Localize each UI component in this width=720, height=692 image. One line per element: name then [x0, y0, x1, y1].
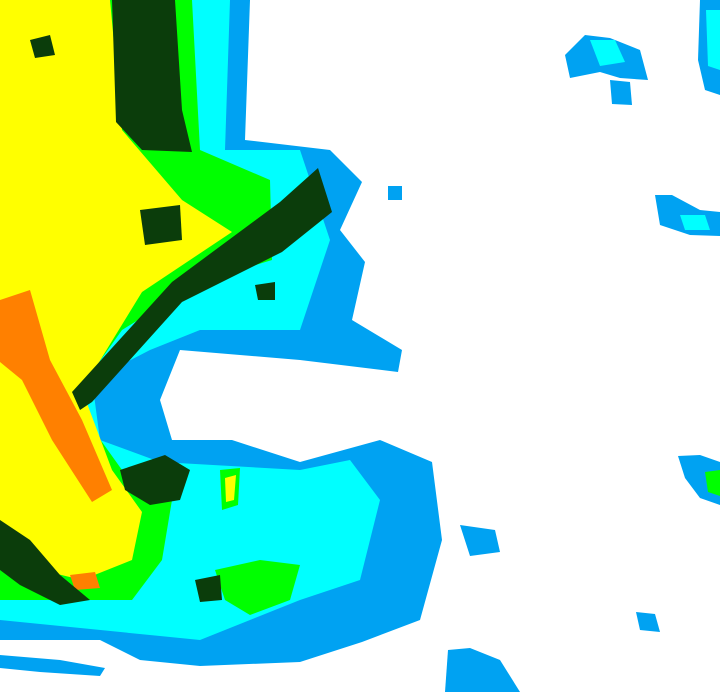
heavy-precip-layer — [0, 290, 112, 590]
precip-area — [445, 648, 520, 692]
precip-area — [30, 35, 55, 58]
dark-band-layer — [0, 0, 332, 605]
precip-area — [590, 40, 625, 66]
precip-area — [0, 655, 105, 676]
precip-area — [140, 205, 182, 245]
precip-area — [120, 455, 190, 505]
precip-area — [195, 575, 222, 602]
precip-area — [706, 10, 720, 70]
precip-area — [705, 470, 720, 496]
precip-area — [610, 80, 632, 105]
precip-area — [460, 525, 500, 556]
precip-area — [70, 572, 100, 590]
precip-area — [215, 560, 300, 615]
precip-area — [72, 168, 332, 410]
precip-area — [680, 215, 710, 230]
precip-area — [225, 475, 236, 502]
precip-area — [636, 612, 660, 632]
precip-area — [112, 0, 192, 152]
precip-area — [388, 186, 402, 200]
precip-area — [0, 520, 90, 605]
precip-area — [0, 290, 112, 502]
precip-area — [255, 282, 275, 300]
